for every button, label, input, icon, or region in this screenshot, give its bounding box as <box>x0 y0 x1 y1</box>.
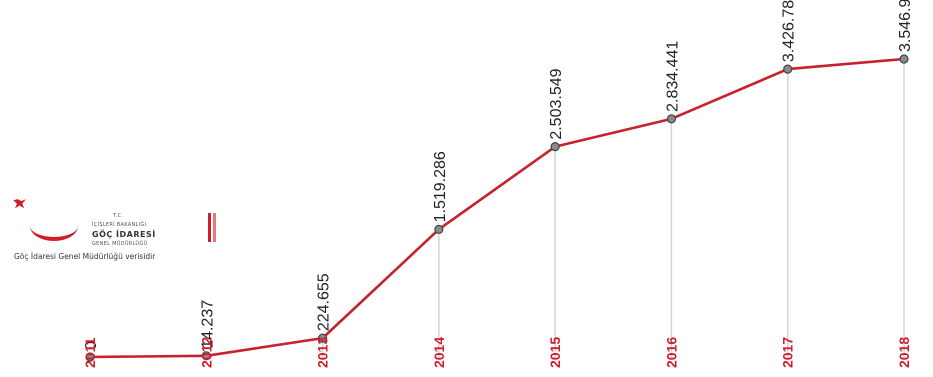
data-point-2017 <box>783 64 793 74</box>
year-label-2013: 2013 <box>315 337 331 368</box>
year-label-2011: 2011 <box>82 337 98 368</box>
vertical-guide-lines <box>205 59 905 357</box>
value-label-2013: 224.655 <box>316 273 333 331</box>
value-label-2015: 2.503.549 <box>548 68 565 139</box>
logo-bar-right <box>213 213 216 242</box>
year-label-2015: 2015 <box>547 337 563 368</box>
logo-sub: GENEL MÜDÜRLÜĞÜ <box>92 240 148 247</box>
data-point-2013 <box>317 333 328 343</box>
source-caption: Göç İdaresi Genel Müdürlüğü verisidir <box>14 252 156 261</box>
logo-top-line: T.C. <box>112 213 123 219</box>
data-point-2012 <box>201 351 211 361</box>
value-labels: 0 14.237 224.655 1.519.286 2.503.549 2.834.44… <box>83 0 914 350</box>
year-label-2012: 2012 <box>198 337 214 368</box>
logo-bar-left <box>208 213 211 242</box>
value-label-2017: 3.426.786 <box>781 0 798 62</box>
data-point-2018 <box>899 54 909 64</box>
value-label-2014: 1.519.286 <box>432 151 449 222</box>
year-label-2014: 2014 <box>431 337 447 368</box>
value-label-2011: 0 <box>83 341 100 350</box>
year-label-2017: 2017 <box>780 337 796 368</box>
data-point-2016 <box>666 114 677 124</box>
logo-ministry: İÇİŞLERİ BAKANLIĞI <box>92 221 146 228</box>
year-label-2018: 2018 <box>896 337 912 368</box>
value-label-2016: 2.834.441 <box>664 41 681 112</box>
data-points <box>85 54 909 362</box>
year-labels: 2011 2012 2013 2014 2015 2016 2017 2018 <box>82 337 912 368</box>
data-point-2015 <box>550 142 560 152</box>
data-point-2011 <box>85 352 95 362</box>
crescent-star-icon <box>13 199 78 241</box>
logo-name: GÖÇ İDARESİ <box>92 229 156 239</box>
year-label-2016: 2016 <box>663 337 679 368</box>
goc-idaresi-logo: T.C. İÇİŞLERİ BAKANLIĞI GÖÇ İDARESİ GENE… <box>13 199 216 261</box>
value-label-2012: 14.237 <box>199 300 216 349</box>
data-point-2014 <box>434 224 444 234</box>
value-label-2018: 3.546.905 <box>897 0 914 52</box>
series-line <box>89 57 905 359</box>
